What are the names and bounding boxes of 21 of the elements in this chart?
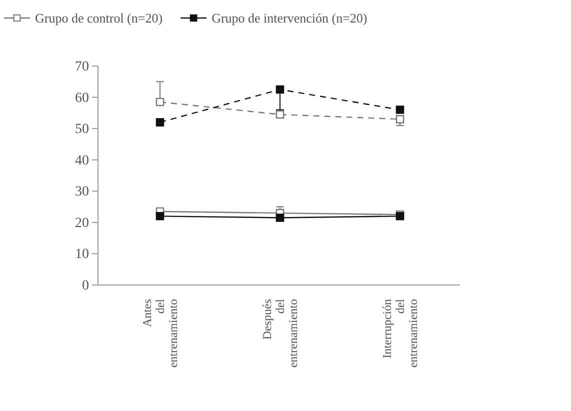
y-tick-label: 70 bbox=[75, 59, 89, 74]
y-tick-label: 30 bbox=[75, 184, 89, 200]
y-tick-label: 50 bbox=[75, 122, 89, 138]
point bbox=[396, 106, 404, 114]
y-tick-label: 0 bbox=[82, 278, 89, 294]
legend-label: Grupo de control (n=20) bbox=[35, 10, 163, 26]
point bbox=[276, 110, 284, 119]
x-tick-label: Antes del entrenamiento bbox=[140, 298, 180, 368]
y-tick-label: 10 bbox=[75, 247, 89, 262]
y-tick-label: 60 bbox=[75, 90, 89, 106]
y-tick-label: 40 bbox=[75, 153, 89, 168]
point bbox=[396, 115, 404, 124]
point bbox=[156, 118, 164, 126]
point bbox=[276, 214, 284, 222]
point bbox=[156, 98, 164, 106]
legend-label: Grupo de intervención (n=20) bbox=[212, 10, 368, 26]
x-tick-label: Después del entrenamiento bbox=[260, 298, 300, 368]
point bbox=[276, 85, 284, 94]
point bbox=[156, 212, 164, 220]
x-tick-label: Interrupción del entrenamiento bbox=[380, 298, 420, 368]
y-tick-label: 20 bbox=[75, 216, 89, 231]
